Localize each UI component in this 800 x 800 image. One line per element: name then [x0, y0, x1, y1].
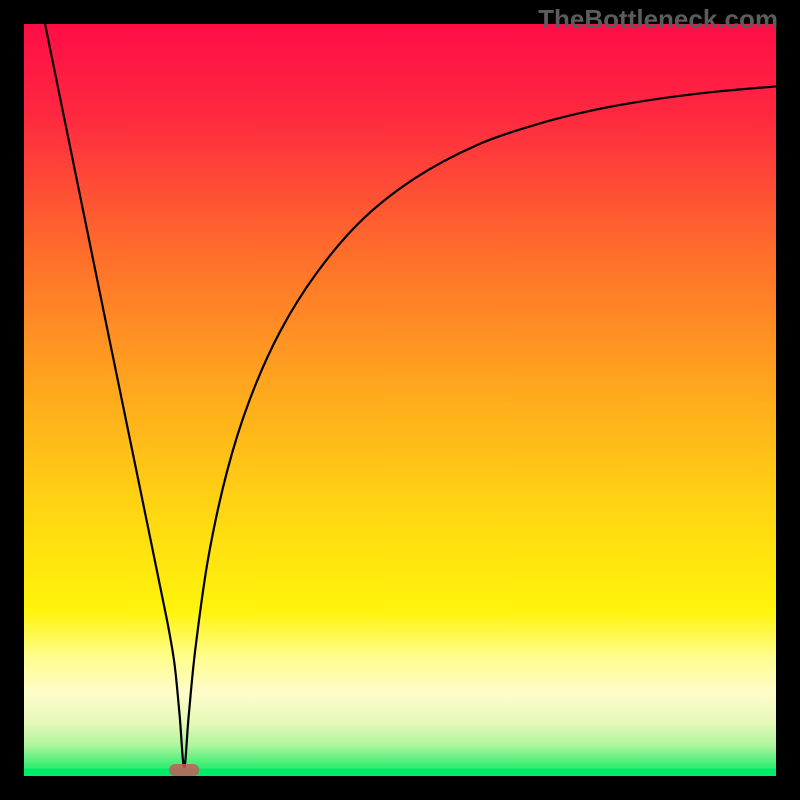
watermark-text: TheBottleneck.com	[538, 4, 778, 35]
chart-frame: TheBottleneck.com	[0, 0, 800, 800]
bottom-strip	[24, 768, 776, 776]
plot-area	[24, 24, 776, 776]
gradient-background	[24, 24, 776, 776]
bottleneck-marker	[169, 764, 199, 776]
